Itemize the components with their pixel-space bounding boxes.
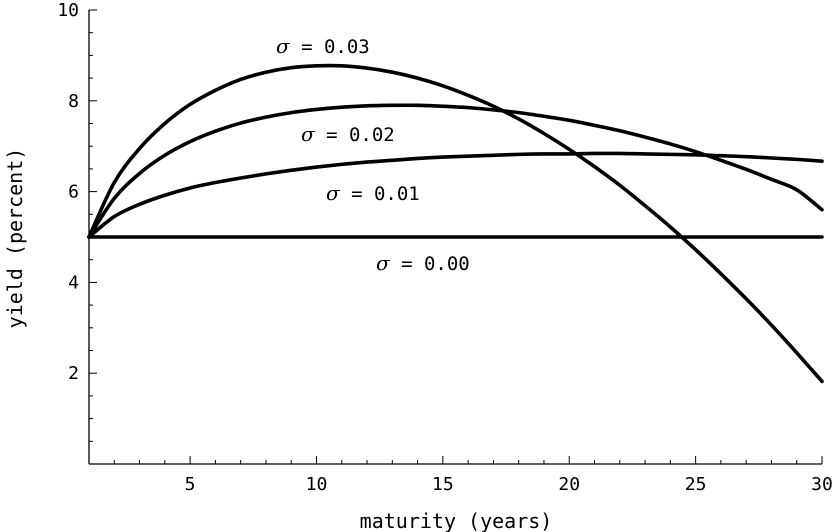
x-tick-label: 25 [685,474,707,495]
x-tick-label: 30 [811,474,833,495]
sigma-symbol: σ [326,181,341,205]
x-tick-label: 5 [185,474,196,495]
curves [87,63,824,384]
sigma-value: = 0.03 [290,36,370,58]
label-sigma-000: σ = 0.00 [376,251,470,275]
y-tick-label: 4 [68,272,79,293]
curve-sigma-001 [87,151,824,239]
curve-sigma-003 [87,63,824,384]
y-tick-label: 2 [68,363,79,384]
y-tick-label: 8 [68,91,79,112]
sigma-symbol: σ [276,34,291,58]
label-sigma-002: σ = 0.02 [301,122,395,146]
sigma-value: = 0.01 [340,183,420,205]
x-tick-label: 20 [558,474,580,495]
x-tick-label: 10 [306,474,328,495]
sigma-value: = 0.02 [315,124,395,146]
curve-sigma-002 [87,103,824,239]
axes: 5 10 15 20 25 30 2 4 6 8 10 [57,0,833,495]
y-axis-title: yield (percent) [3,148,27,329]
label-sigma-001: σ = 0.01 [326,181,420,205]
x-tick-label: 15 [432,474,454,495]
sigma-symbol: σ [301,122,316,146]
curve-labels: σ = 0.03σ = 0.02σ = 0.01σ = 0.00 [276,34,470,275]
x-axis-title: maturity (years) [360,509,553,532]
y-tick-label: 10 [57,0,79,21]
y-tick-label: 6 [68,182,79,203]
label-sigma-003: σ = 0.03 [276,34,370,58]
sigma-symbol: σ [376,251,391,275]
sigma-value: = 0.00 [390,253,470,275]
